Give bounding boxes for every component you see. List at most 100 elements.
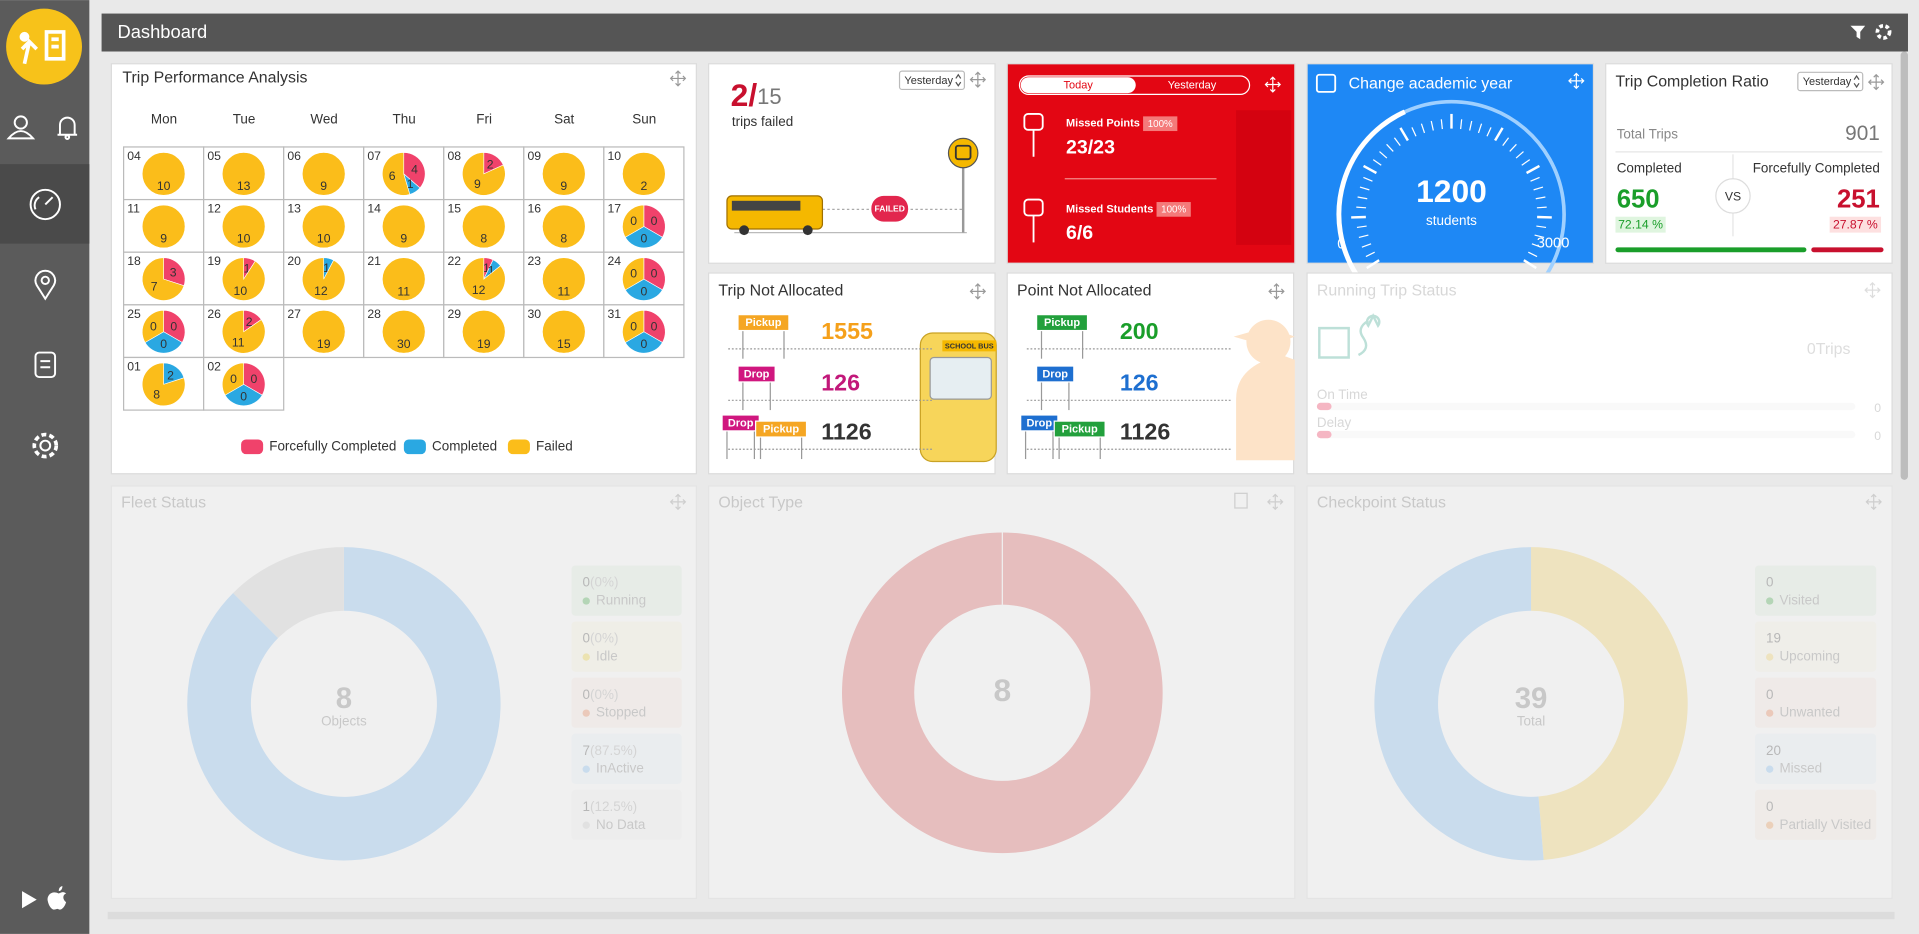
slice-label: 4 [411,162,418,176]
header-settings-icon[interactable] [1875,23,1892,40]
date-label: 30 [527,307,541,321]
logo[interactable] [6,8,82,85]
gauge-tick [1477,123,1483,134]
period-dropdown-label[interactable]: Yesterday [1803,76,1852,88]
legend-box [1755,789,1877,840]
move-handle[interactable] [1264,76,1282,93]
date-label: 25 [127,307,141,321]
reports-icon[interactable] [34,351,57,379]
gauge-tick [1530,176,1540,182]
nav-active[interactable] [0,164,90,244]
card-title: Point Not Allocated [1017,283,1151,300]
move-handle[interactable] [1867,73,1885,91]
legend-dot [582,765,590,773]
failed-badge [871,195,909,222]
gauge-min: 0 [1337,237,1345,253]
forced-percent: 27.87 % [1833,218,1878,232]
slice-label: 2 [640,179,647,193]
legend-box [1755,565,1877,616]
tag [1053,420,1106,438]
move-handle[interactable] [969,71,987,88]
move-handle[interactable] [1268,283,1285,300]
card-title[interactable]: Change academic year [1349,76,1513,93]
pie-slice [243,362,266,396]
settings-icon[interactable] [32,432,59,459]
legend-swatch [507,439,530,455]
dropdown-caret [1853,74,1860,89]
gauge-tick [1356,225,1367,229]
slice-label: 11 [232,336,245,350]
scrollbar[interactable] [1900,51,1908,480]
move-handle[interactable] [669,493,687,511]
legend-label: Upcoming [1779,649,1840,664]
toggle[interactable] [1018,75,1251,95]
legend-label: Idle [596,649,618,664]
move-handle[interactable] [1865,493,1882,511]
slice-label: 0 [170,319,177,333]
period-dropdown[interactable] [898,70,966,91]
move-handle[interactable] [969,283,987,300]
move-handle[interactable] [1568,72,1585,90]
slice-label: 8 [153,387,160,401]
gauge-tick [1469,120,1473,131]
card-title: Checkpoint Status [1317,494,1446,511]
percent-badge [1829,216,1882,233]
route-icon [1318,313,1381,359]
slice-label: 1 [244,261,251,275]
donut-total: 8 [336,682,352,715]
gauge-tick [1420,123,1426,134]
profile-icon[interactable] [6,115,36,140]
move-handle[interactable] [669,70,687,87]
legend-count-value: 0 [583,630,590,645]
calendar-icon[interactable] [1315,73,1337,93]
pie-slice [403,152,426,189]
donut-total-label: Total [1517,714,1545,729]
legend-dot [582,821,590,829]
pie-slice [301,310,346,354]
slice-label: 2 [246,315,253,329]
legend-dot [1766,597,1774,605]
app-store-icon[interactable] [47,886,67,910]
date-label: 21 [367,254,381,268]
gauge-tick [1399,127,1409,142]
filter-icon[interactable] [1850,25,1866,40]
tag-label: Drop [728,417,754,429]
gauge-tick [1515,151,1524,159]
dashboard-icon[interactable] [29,188,61,221]
toggle-active[interactable] [1020,77,1136,94]
card [110,485,697,900]
tag [1035,365,1075,383]
map-icon[interactable] [34,269,57,301]
toggle-option[interactable]: Yesterday [1168,80,1217,92]
pie-slice [542,257,586,301]
period-dropdown[interactable] [1797,71,1864,92]
pie-slice [141,310,164,343]
legend-label: Failed [536,438,573,453]
period-dropdown-label[interactable]: Yesterday [904,75,953,87]
move-handle[interactable] [1267,493,1284,511]
legend-box [571,789,682,840]
legend-box [571,621,682,672]
missed-label: Missed Students [1066,203,1153,215]
legend-count: 0(0%) [583,686,619,701]
slice-label: 0 [640,232,647,246]
pie-slice [301,204,346,249]
slice-label: 1 [407,177,414,191]
donut-total: 39 [1515,682,1548,715]
export-icon[interactable] [1234,492,1248,509]
gauge-tick [1356,206,1367,209]
percent-badge-label: 100% [1148,119,1173,130]
play-store-icon[interactable] [22,891,37,909]
point-not-allocated-card: Point Not Allocated Pickup 200 Drop 126 Drop P… [1006,272,1295,475]
forced-label: Forcefully Completed [1753,161,1880,176]
tag-label: Drop [744,369,770,381]
pie-slice [542,204,586,249]
toggle-option[interactable]: Today [1064,80,1094,92]
date-label: 16 [527,202,541,216]
bus-wheel [802,225,813,236]
notification-icon[interactable] [57,116,78,140]
pie-slice [622,310,645,343]
move-handle[interactable] [1864,281,1881,299]
legend-count: 0(0%) [583,574,619,589]
pie-slice [622,257,645,291]
